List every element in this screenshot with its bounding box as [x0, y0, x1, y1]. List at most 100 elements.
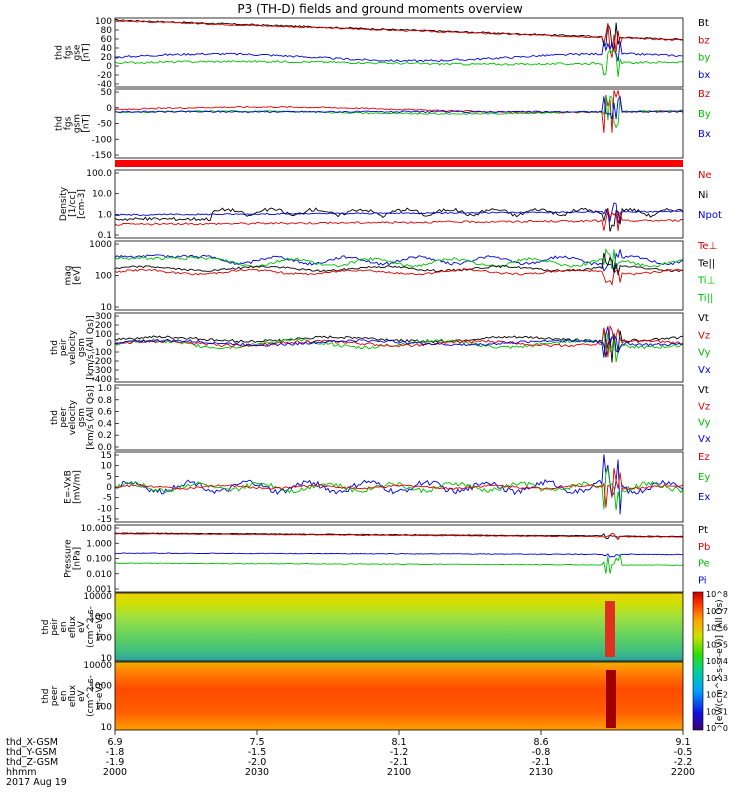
colorbar-tick-label: 10^0: [706, 724, 728, 733]
ytick-label: 1.0: [98, 210, 113, 220]
ylabel: thd peir velocity gsm [km/s (All Qs)]: [50, 315, 96, 379]
status-bar: [115, 160, 683, 167]
xaxis-value: 2200: [671, 767, 695, 778]
figure-title: P3 (TH-D) fields and ground moments over…: [237, 2, 522, 16]
panel-frame: [114, 592, 684, 662]
panel-frame: [114, 88, 684, 159]
xaxis-value: 2000: [103, 767, 127, 778]
legend-entry: Vz: [698, 401, 710, 412]
Pe-trace: [115, 553, 684, 574]
ylabel: E=-VxB [mV/m]: [64, 470, 83, 504]
Te-par-trace: [114, 252, 684, 276]
ytick-label: 10000: [83, 592, 112, 602]
ylabel-line: [km/s (All Qs)]: [86, 315, 96, 379]
ylabel-line: thd: [55, 45, 65, 60]
ylabel: Pressure [nPa]: [64, 539, 83, 578]
ylabel: thd peer velocity gsm [km/s (All Qs)]: [50, 385, 96, 449]
ylabel: Density [1/cc] [cm-3]: [59, 186, 87, 221]
ytick-label: 0.8: [98, 396, 113, 406]
Pi-trace: [115, 552, 684, 558]
xaxis-value: 8.1: [391, 737, 406, 748]
ylabel-line: velocity: [68, 329, 78, 365]
xaxis-value: 2030: [245, 767, 269, 778]
ylabel-line: [nT]: [82, 43, 92, 61]
ytick-label: 10: [101, 462, 113, 472]
colorbar-tick-label: 10^7: [706, 607, 728, 616]
Bx-trace: [114, 95, 684, 120]
legend-entry: Vt: [698, 313, 709, 324]
ylabel-line: sr-eV): [95, 614, 105, 640]
ylabel-line: en: [59, 690, 69, 701]
legend-entry: Bx: [698, 129, 711, 140]
ytick-label: 100: [95, 272, 112, 282]
ylabel-line: Pressure: [64, 539, 74, 578]
Npot-trace: [114, 202, 684, 224]
xaxis-value: -0.5: [674, 747, 693, 758]
ytick-label: -100: [92, 135, 113, 145]
By-trace: [114, 95, 684, 129]
legend-entry: Te⊥: [697, 241, 717, 252]
ytick-label: 0.4: [98, 419, 113, 429]
ylabel-line: velocity: [68, 399, 78, 435]
Ti-par-trace: [114, 247, 684, 270]
ylabel-line: (cm^2-s-: [86, 675, 96, 717]
ylabel-line: gse: [73, 44, 83, 60]
ytick-label: -10: [97, 504, 112, 514]
ytick-label: 0.6: [98, 408, 113, 418]
ylabel-line: E=-VxB: [64, 470, 74, 504]
Pt-trace: [114, 532, 684, 540]
legend-entry: Ne: [698, 170, 712, 181]
ion-spectrogram: [115, 593, 683, 661]
ytick-label: 10: [101, 723, 113, 733]
Ey-trace: [114, 466, 684, 511]
ylabel-line: [cm-3]: [77, 189, 87, 219]
ytick-label: 0.1: [98, 231, 112, 241]
legend-entry: Ti⊥: [697, 276, 715, 287]
xaxis-value: -1.2: [390, 747, 409, 758]
legend-entry: Pt: [698, 525, 708, 536]
electron-spectrogram-burst: [606, 670, 616, 728]
Te-perp-trace: [114, 268, 684, 287]
ylabel-line: thd: [41, 689, 51, 704]
ylabel-line: [nPa]: [73, 547, 83, 570]
ylabel-line: gsm: [73, 114, 83, 133]
ytick-label: 100: [95, 702, 112, 712]
xaxis-value: 2130: [529, 767, 553, 778]
ylabel-line: peir: [59, 338, 69, 356]
ylabel-line: Density: [59, 186, 69, 221]
ylabel-line: [eV]: [73, 266, 83, 285]
ytick-label: 1000: [89, 682, 112, 692]
colorbar-tick-label: 10^5: [706, 640, 728, 649]
ylabel-line: en: [59, 621, 69, 632]
ylabel: thd peer en eflux eV (cm^2-s-sr-eV): [41, 675, 105, 717]
legend-entry: Pe: [698, 559, 710, 570]
legend-entry: Pb: [698, 542, 710, 553]
panel-ion_spec: 10000 1000 100 10 thd peir en eflux eV (cm^2-s-sr…: [41, 592, 119, 664]
ytick-label: 80: [101, 26, 113, 36]
ylabel-line: peer: [59, 407, 69, 428]
ylabel-line: gsm: [77, 408, 87, 427]
colorbar-tick-label: 10^8: [706, 590, 728, 599]
panel-fgs_gsm: 50 0 -50 -100 -150 thd fgs gsm [nT] Bz By Bx: [55, 88, 711, 161]
panel-frame: [114, 451, 684, 523]
ytick-label: 10.000: [81, 524, 113, 534]
legend-entry: Bt: [698, 18, 709, 29]
panel-frame: [114, 169, 684, 239]
legend-entry: by: [698, 53, 710, 64]
ytick-label: 0.010: [86, 570, 112, 580]
legend-entry: Vy: [698, 348, 711, 359]
ytick-label: 0: [106, 483, 112, 493]
ion-spectrogram-burst: [605, 601, 615, 657]
ytick-label: 50: [101, 88, 113, 98]
xaxis-row-label: 2017 Aug 19: [6, 777, 67, 788]
ytick-label: 10: [101, 654, 113, 664]
ytick-label: 200: [95, 321, 112, 331]
ytick-label: -300: [92, 366, 113, 376]
Ez-trace: [115, 468, 684, 508]
panel-frame: [114, 240, 684, 311]
ytick-label: 60: [101, 35, 113, 45]
ytick-label: 0: [106, 104, 112, 114]
